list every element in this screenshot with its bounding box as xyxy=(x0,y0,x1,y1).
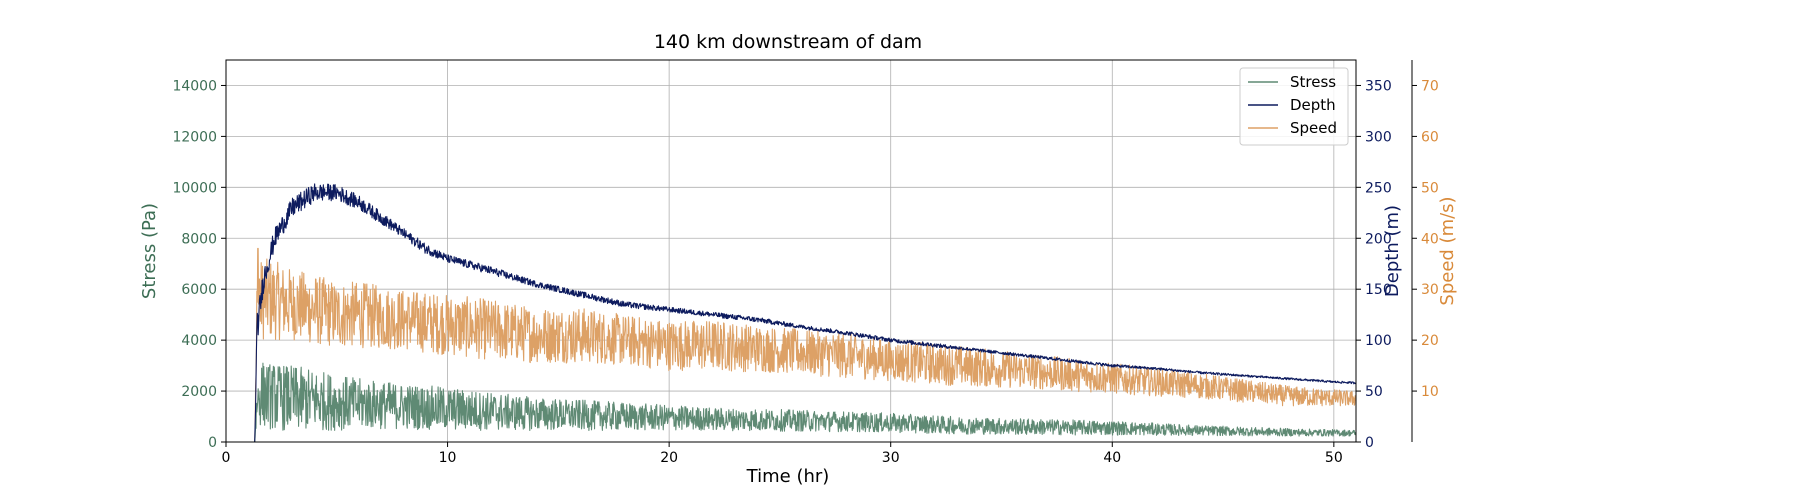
x-tick-label: 20 xyxy=(660,450,678,466)
speed-tick-label: 20 xyxy=(1421,333,1439,349)
plot-frame xyxy=(225,59,1357,443)
chart-title: 140 km downstream of dam xyxy=(654,31,922,53)
depth-tick-label: 350 xyxy=(1365,78,1392,94)
x-tick-label: 30 xyxy=(882,450,900,466)
depth-tick-label: 250 xyxy=(1365,180,1392,196)
speed-tick-label: 70 xyxy=(1421,78,1439,94)
speed-tick-label: 60 xyxy=(1421,129,1439,145)
speed-tick-label: 50 xyxy=(1421,180,1439,196)
legend-label-speed: Speed xyxy=(1290,119,1337,137)
stress-tick-label: 8000 xyxy=(181,231,217,247)
stress-tick-label: 6000 xyxy=(181,282,217,298)
x-tick-label: 40 xyxy=(1103,450,1121,466)
depth-tick-label: 150 xyxy=(1365,282,1392,298)
speed-axis-label: Speed (m/s) xyxy=(1437,196,1458,305)
axes: 0 10 20 30 40 5002000400060008000100001200014… xyxy=(139,60,1458,466)
legend-label-depth: Depth xyxy=(1290,96,1336,114)
depth-tick-label: 300 xyxy=(1365,129,1392,145)
x-tick-label: 50 xyxy=(1325,450,1343,466)
depth-tick-label: 0 xyxy=(1365,435,1374,451)
speed-tick-label: 40 xyxy=(1421,231,1439,247)
stress-tick-label: 12000 xyxy=(172,129,217,145)
stress-tick-label: 14000 xyxy=(172,78,217,94)
stress-tick-label: 2000 xyxy=(181,384,217,400)
speed-tick-label: 10 xyxy=(1421,384,1439,400)
depth-axis-label: Depth (m) xyxy=(1382,205,1403,297)
series-line-depth xyxy=(225,183,1357,443)
series-line-stress xyxy=(225,362,1357,443)
x-axis-label: Time (hr) xyxy=(746,466,830,487)
depth-tick-label: 200 xyxy=(1365,231,1392,247)
stress-tick-label: 10000 xyxy=(172,180,217,196)
x-tick-label: 0 xyxy=(222,450,231,466)
legend: Stress Depth Speed xyxy=(1239,67,1349,146)
stress-tick-label: 4000 xyxy=(181,333,217,349)
stress-tick-label: 0 xyxy=(208,435,217,451)
x-tick-label: 10 xyxy=(439,450,457,466)
legend-box xyxy=(1239,67,1349,146)
depth-tick-label: 50 xyxy=(1365,384,1383,400)
legend-label-stress: Stress xyxy=(1290,73,1336,91)
depth-tick-label: 100 xyxy=(1365,333,1392,349)
speed-tick-label: 30 xyxy=(1421,282,1439,298)
stress-axis-label: Stress (Pa) xyxy=(139,203,160,299)
plot-border xyxy=(225,59,1357,443)
series-lines xyxy=(225,183,1357,443)
series-line-speed xyxy=(225,247,1357,443)
